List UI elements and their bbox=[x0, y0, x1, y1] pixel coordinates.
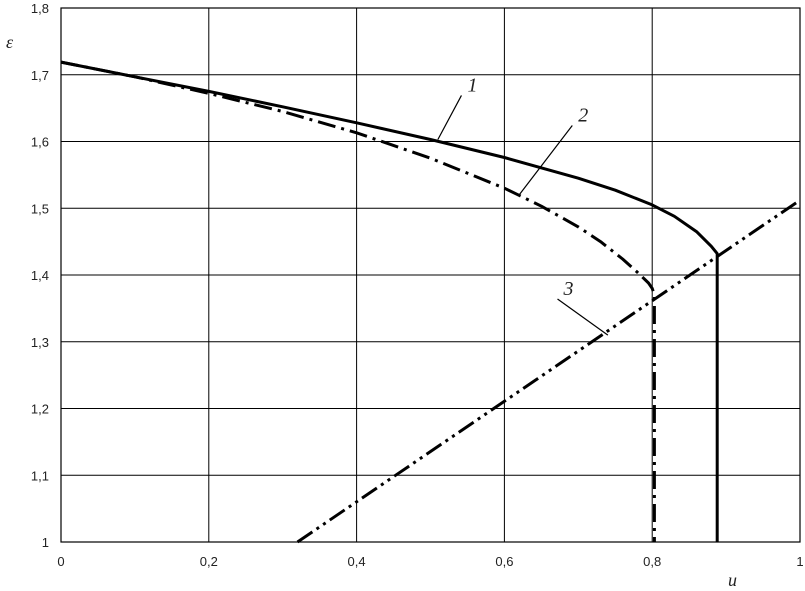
curve-labels: 1 2 3 bbox=[437, 74, 609, 336]
curve-leader-2 bbox=[518, 125, 573, 196]
y-tick-label: 1,6 bbox=[31, 135, 49, 150]
y-axis-label: ε bbox=[6, 32, 14, 52]
grid bbox=[60, 7, 801, 543]
curve-label-3: 3 bbox=[563, 278, 574, 300]
curve-leader-3 bbox=[557, 298, 609, 336]
y-tick-label: 1,4 bbox=[31, 268, 49, 283]
y-tick-label: 1,7 bbox=[31, 68, 49, 83]
y-tick-label: 1,2 bbox=[31, 402, 49, 417]
series-group bbox=[60, 60, 801, 544]
y-tick-label: 1 bbox=[42, 535, 49, 550]
y-tick-label: 1,8 bbox=[31, 1, 49, 16]
y-tick-label: 1,3 bbox=[31, 335, 49, 350]
curve-label-2: 2 bbox=[578, 104, 588, 126]
x-tick-label: 0,2 bbox=[200, 554, 218, 569]
series-line-2 bbox=[60, 60, 656, 542]
series-line-3 bbox=[296, 198, 801, 544]
x-tick-label: 0,6 bbox=[495, 554, 513, 569]
x-tick-label: 1 bbox=[796, 554, 803, 569]
curve-leader-1 bbox=[437, 95, 462, 140]
y-tick-label: 1,1 bbox=[31, 468, 49, 483]
x-tick-label: 0,8 bbox=[643, 554, 661, 569]
tick-labels: 0 0,2 0,4 0,6 0,8 1 1 1,1 1,2 1,3 1,4 1,5 1,6 1,7 1,8 bbox=[31, 1, 804, 569]
series-line-1 bbox=[60, 60, 719, 542]
x-axis-label: u bbox=[728, 570, 737, 590]
y-tick-label: 1,5 bbox=[31, 201, 49, 216]
x-tick-label: 0 bbox=[57, 554, 64, 569]
curve-label-1: 1 bbox=[467, 74, 477, 96]
x-tick-label: 0,4 bbox=[348, 554, 366, 569]
